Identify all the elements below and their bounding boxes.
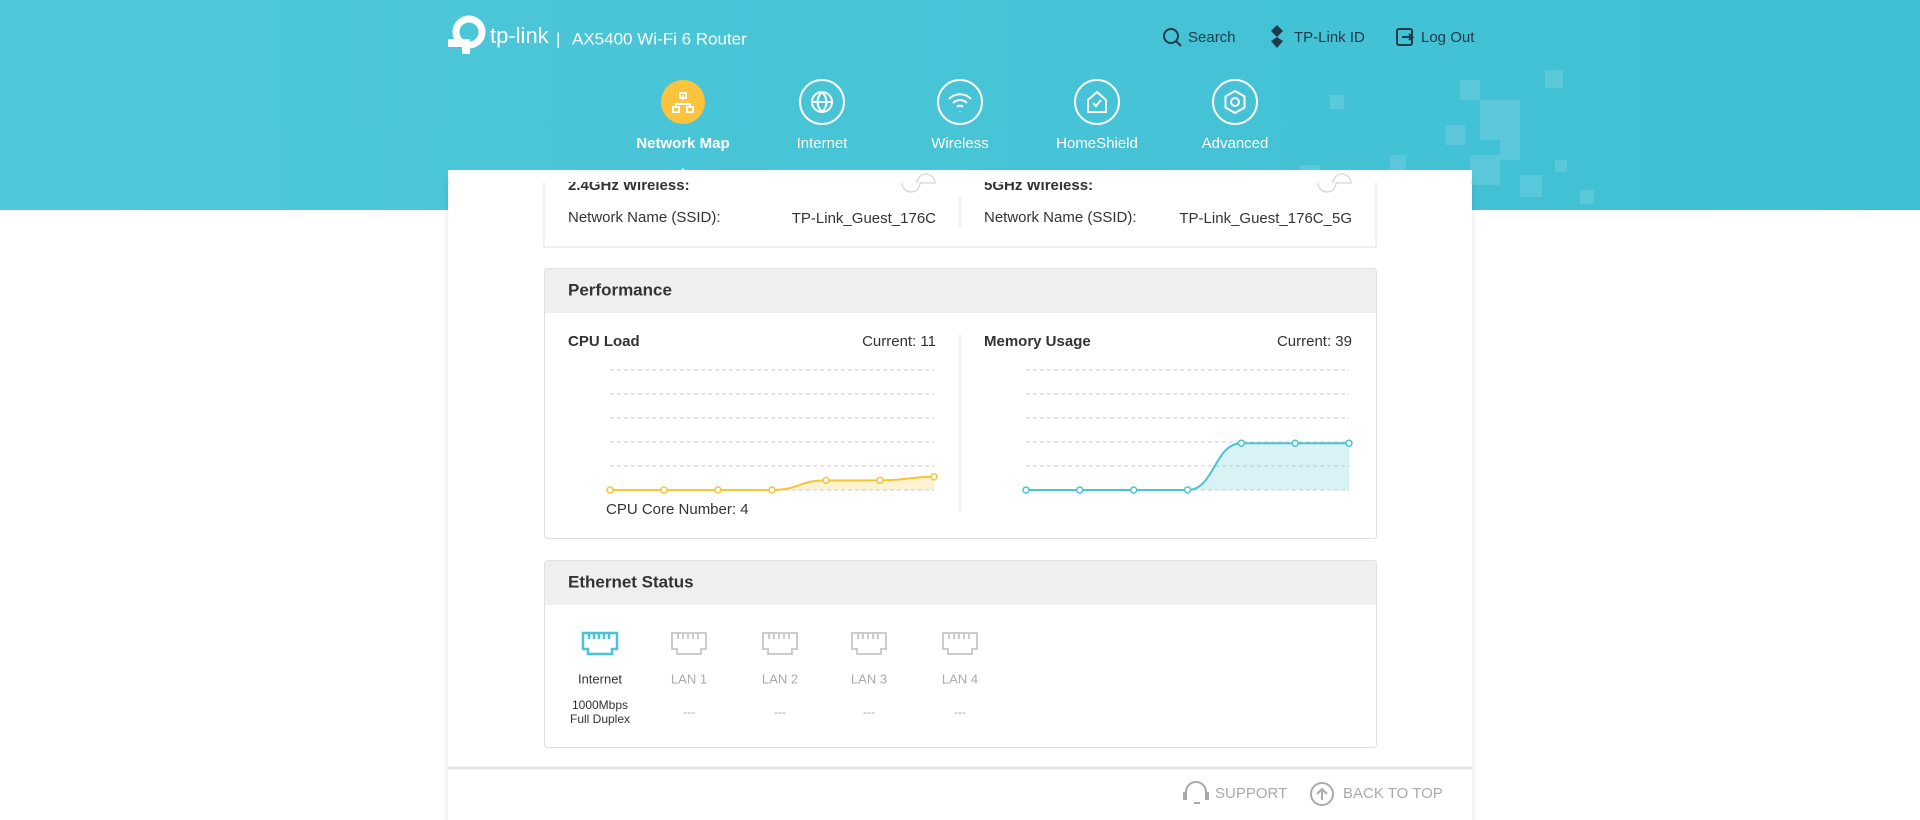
nav-label: Network Map [636, 135, 729, 152]
nav-icon [672, 92, 694, 113]
footer [448, 768, 1472, 820]
port-name: LAN 3 [851, 671, 887, 686]
chart-note: CPU Core Number: 4 [606, 501, 749, 518]
port-icon [762, 632, 798, 655]
port: LAN 3 --- [851, 632, 887, 719]
area [610, 476, 934, 490]
footer-text: BACK TO TOP [1343, 785, 1443, 802]
nav-icon [948, 93, 972, 112]
model: AX5400 Wi-Fi 6 Router [572, 29, 747, 48]
point [822, 476, 830, 485]
brand: tp-link [490, 23, 550, 48]
nav-label: Wireless [931, 135, 989, 152]
performance-panel: Performance [544, 268, 1377, 539]
nav-item[interactable]: Advanced [1202, 79, 1269, 152]
port-name: LAN 2 [762, 671, 798, 686]
point [1345, 439, 1353, 447]
ssid: TP-Link_Guest_176C [792, 210, 936, 227]
nav-icon-bg [1074, 79, 1120, 125]
link-text: TP-Link ID [1294, 29, 1365, 46]
nav-icon-bg [799, 79, 845, 125]
link-text: Search [1188, 29, 1236, 46]
area [1026, 443, 1349, 490]
nav-icon [811, 91, 834, 113]
logo[interactable]: tp-link | AX5400 Wi-Fi 6 Router [448, 15, 747, 54]
nav-icon [1087, 90, 1107, 113]
panel-title: Performance [568, 280, 672, 299]
chart-current: Current: 39 [1277, 333, 1352, 350]
port-status: --- [683, 705, 695, 719]
nav-icon-bg [1212, 79, 1258, 125]
point [1237, 439, 1246, 447]
port-icon [671, 632, 707, 655]
point [876, 476, 884, 485]
port-name: LAN 4 [942, 671, 978, 686]
search-link[interactable]: Search [1163, 28, 1236, 47]
nav-label: Advanced [1202, 135, 1269, 152]
point [1076, 486, 1084, 494]
toggle[interactable] [901, 173, 936, 193]
ssid-label: Network Name (SSID): [568, 209, 721, 226]
charts: CPU Load Current: 11 CPU Core Number: 4 Mem… [568, 333, 1353, 518]
point [1291, 439, 1299, 447]
nav-icon [1224, 89, 1246, 115]
panel-title: Ethernet Status [568, 572, 694, 591]
separator: | [556, 29, 560, 48]
port-status: --- [863, 705, 875, 719]
ssid-label: Network Name (SSID): [984, 209, 1137, 226]
point [1022, 486, 1030, 494]
point [1183, 486, 1192, 494]
nav-item[interactable]: HomeShield [1056, 79, 1138, 152]
nav-item[interactable]: Network Map [636, 80, 730, 152]
toggle[interactable] [1317, 173, 1352, 193]
port-status: --- [954, 705, 966, 719]
chart-title: CPU Load [568, 333, 640, 350]
port-name: Internet [578, 671, 622, 686]
point [768, 486, 776, 494]
chart-title: Memory Usage [984, 333, 1091, 350]
point [606, 486, 614, 494]
guest-panel: 2.4GHz Wireless: 5GHz Wireless: Network … [448, 170, 1472, 248]
port: LAN 2 --- [762, 632, 798, 719]
link-text: Log Out [1421, 29, 1475, 46]
footer-text: SUPPORT [1215, 785, 1287, 802]
port-name: LAN 1 [671, 671, 707, 686]
point [930, 473, 938, 481]
port: LAN 4 --- [942, 632, 978, 719]
support-link[interactable]: SUPPORT [1183, 781, 1287, 804]
nav-icon-bg [937, 79, 983, 125]
port: LAN 1 --- [671, 632, 707, 719]
logout-link[interactable]: Log Out [1396, 28, 1475, 46]
back-to-top-link[interactable]: BACK TO TOP [1310, 782, 1443, 806]
point [1129, 486, 1138, 494]
port-duplex: Full Duplex [570, 712, 630, 726]
point [714, 486, 722, 494]
nav-label: HomeShield [1056, 135, 1138, 152]
nav-label: Internet [797, 135, 849, 152]
port-status: 1000Mbps [572, 698, 628, 712]
ssid: TP-Link_Guest_176C_5G [1179, 210, 1352, 227]
nav: Network Map Internet Wireless HomeShield Adv… [636, 79, 1269, 152]
point [660, 486, 668, 494]
port-icon [851, 632, 887, 655]
nav-item[interactable]: Internet [797, 79, 849, 152]
tplink-id-link[interactable]: TP-Link ID [1271, 25, 1365, 48]
port-icon [581, 631, 619, 656]
nav-item[interactable]: Wireless [931, 79, 989, 152]
nav-icon-bg [661, 80, 705, 124]
port-status: --- [774, 705, 786, 719]
port-icon [942, 632, 978, 655]
chart-current: Current: 11 [862, 333, 936, 350]
